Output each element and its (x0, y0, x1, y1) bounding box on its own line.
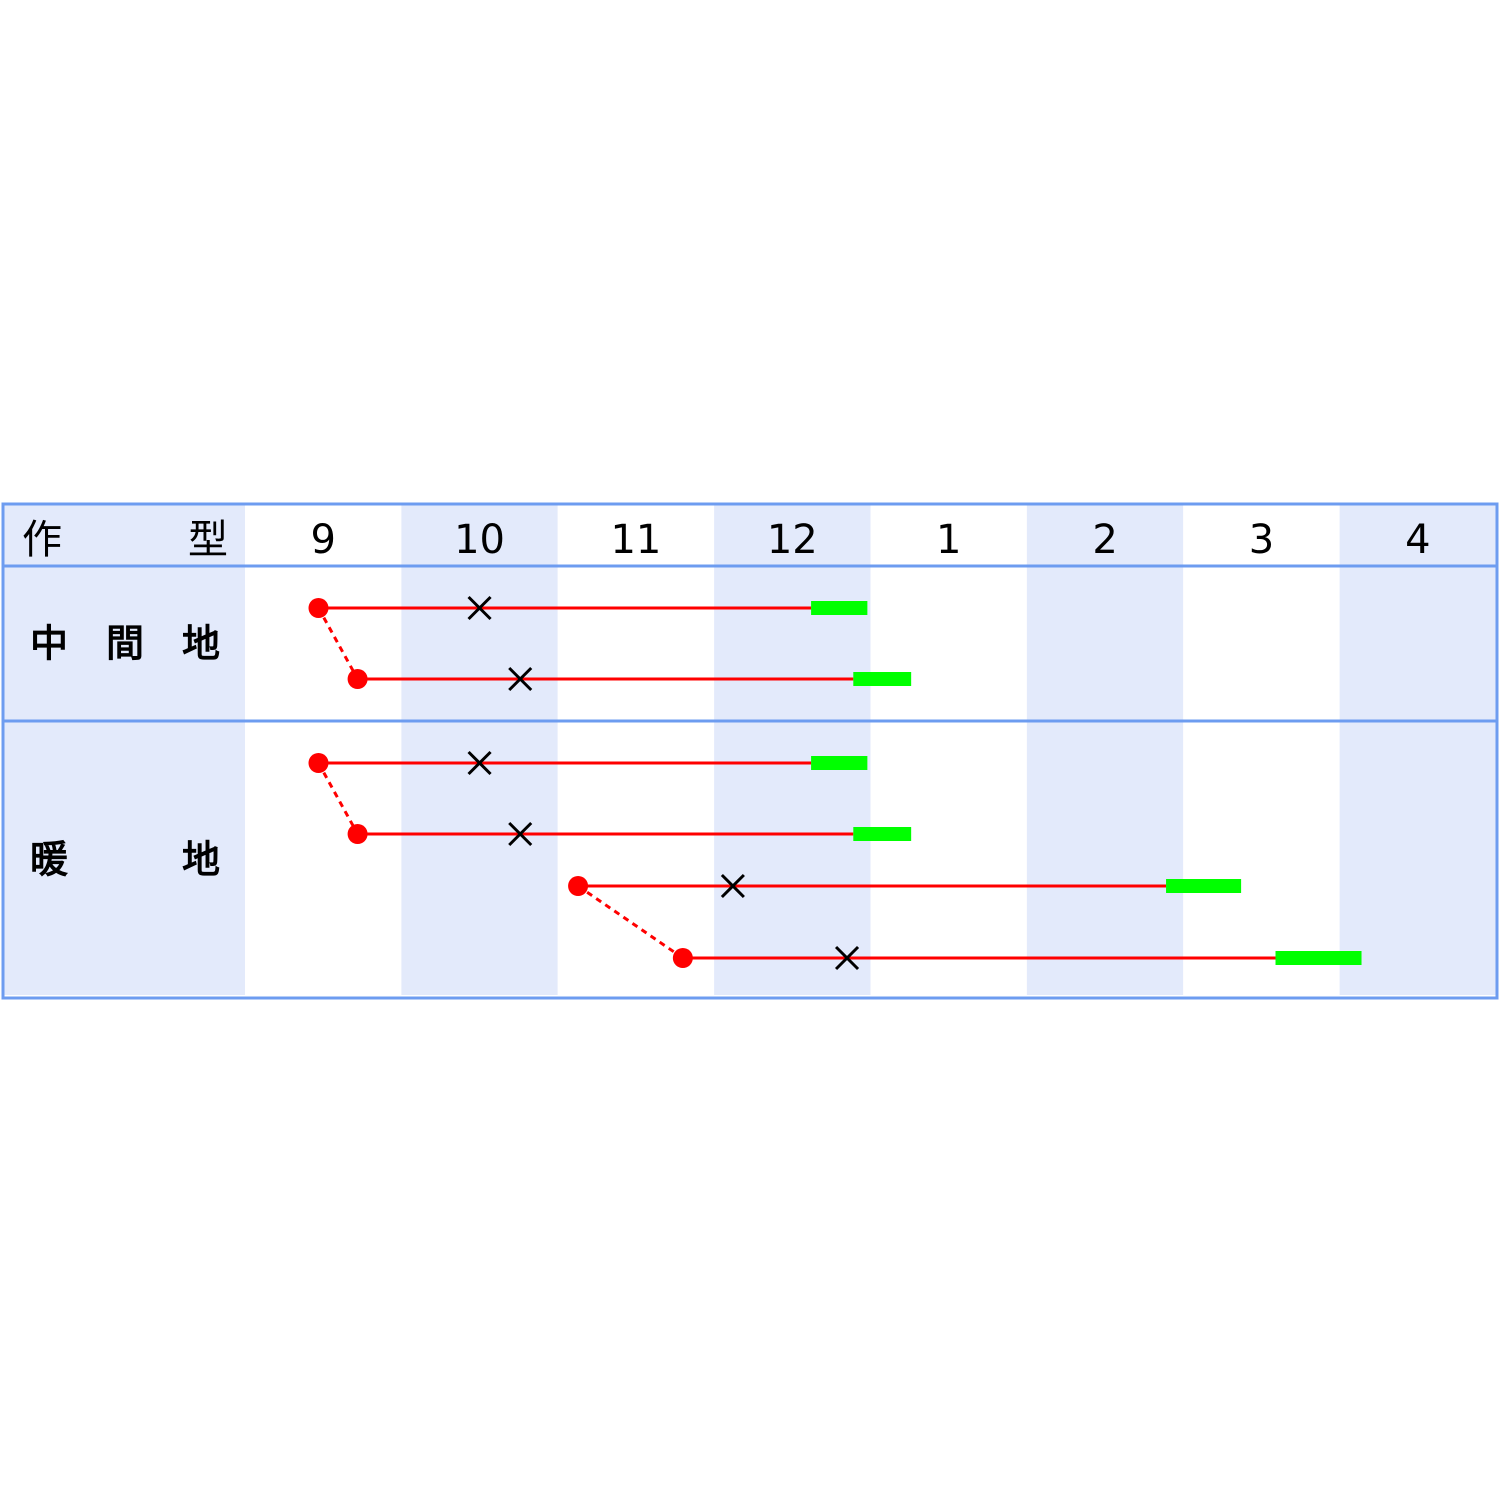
month-column-bg (557, 505, 715, 995)
harvest-period-bar (853, 827, 912, 841)
month-column-bg (870, 505, 1027, 995)
transplant-cross-mark (467, 595, 492, 621)
group-label-char: 地 (182, 622, 220, 666)
month-tick-label: 1 (936, 517, 961, 563)
sowing-dot (347, 669, 368, 689)
sowing-dot (568, 876, 589, 896)
month-column-bg (1339, 505, 1496, 995)
month-tick-label: 11 (610, 517, 661, 563)
sowing-dot (672, 948, 693, 968)
month-tick-label: 3 (1249, 517, 1274, 563)
month-column-bg (1183, 505, 1340, 995)
sowing-dot (308, 753, 329, 773)
header-label-2: 型 (188, 517, 228, 563)
month-column-bg (245, 505, 402, 995)
month-tick-label: 4 (1405, 517, 1430, 563)
month-tick-label: 9 (310, 517, 335, 563)
month-tick-label: 12 (767, 517, 818, 563)
sowing-dot (347, 824, 368, 844)
transplant-cross-mark (467, 750, 492, 776)
harvest-period-bar (853, 672, 912, 686)
month-column-bg (401, 505, 558, 995)
harvest-period-bar (811, 756, 868, 770)
month-tick-label: 10 (454, 517, 505, 563)
sowing-link-dashed (317, 762, 359, 835)
harvest-period-bar (1275, 951, 1362, 965)
transplant-cross-mark (508, 821, 533, 847)
month-column-bg (1026, 505, 1184, 995)
sowing-link-dashed (317, 607, 359, 680)
month-column-bg (714, 505, 871, 995)
group-label-char: 間 (106, 622, 144, 666)
header-label-1: 作 (22, 517, 62, 563)
sowing-dot (308, 598, 329, 618)
group-label-char: 地 (182, 838, 220, 882)
group-label-char: 暖 (30, 838, 69, 882)
harvest-period-bar (811, 601, 868, 615)
harvest-period-bar (1166, 879, 1242, 893)
transplant-cross-mark (508, 666, 533, 692)
group-label-char: 中 (30, 622, 68, 666)
label-column-bg (4, 505, 245, 995)
transplant-cross-mark (720, 873, 745, 899)
transplant-cross-mark (834, 945, 860, 971)
month-tick-label: 2 (1092, 517, 1117, 563)
table-border (1, 502, 1499, 1000)
